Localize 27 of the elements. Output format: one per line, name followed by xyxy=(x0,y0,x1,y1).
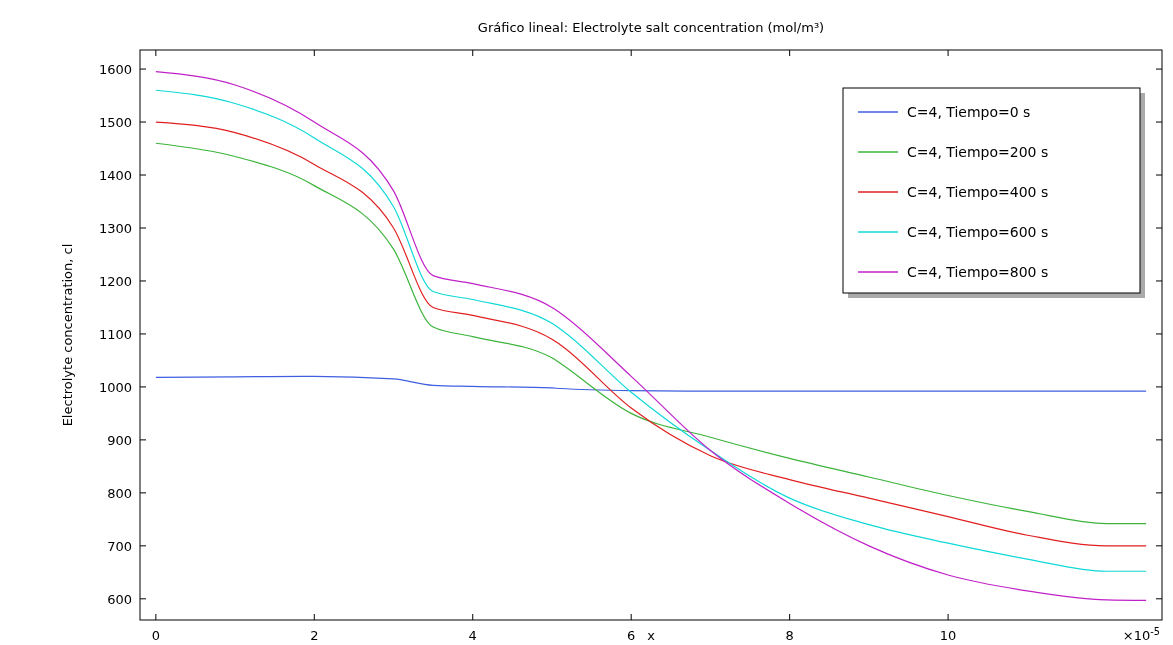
y-tick-label: 1600 xyxy=(98,62,132,78)
x-tick-label: 8 xyxy=(785,628,794,643)
line-series xyxy=(155,375,1147,392)
y-tick-label: 1500 xyxy=(98,115,132,131)
legend-label: C=4, Tiempo=800 s xyxy=(907,264,1049,280)
y-tick-label: 1400 xyxy=(98,168,132,184)
y-tick-label: 1100 xyxy=(98,326,132,342)
legend-label: C=4, Tiempo=600 s xyxy=(907,224,1049,240)
y-tick-label: 900 xyxy=(107,432,132,448)
x-tick-label: 4 xyxy=(468,628,477,643)
x-tick-label: 0 xyxy=(151,628,160,643)
y-tick-label: 1000 xyxy=(98,379,132,395)
chart-title: Gráfico lineal: Electrolyte salt concentration (mol/m³) xyxy=(477,20,825,35)
x-tick-label: 2 xyxy=(310,628,319,643)
x-axis-title: x xyxy=(647,628,656,643)
y-tick-label: 600 xyxy=(107,591,132,607)
x-tick-label: 6 xyxy=(627,628,636,643)
text: ×10$^{-5}$ xyxy=(1122,625,1160,643)
legend-label: C=4, Tiempo=0 s xyxy=(907,104,1031,120)
y-tick-label: 1200 xyxy=(98,273,132,289)
x-tick-label: 10 xyxy=(939,628,957,643)
y-axis-title: Electrolyte concentration, cl xyxy=(60,243,75,427)
y-tick-label: 800 xyxy=(107,485,132,501)
legend-label: C=4, Tiempo=200 s xyxy=(907,144,1049,160)
legend-label: C=4, Tiempo=400 s xyxy=(907,184,1049,200)
y-tick-label: 1300 xyxy=(98,220,132,236)
y-tick-label: 700 xyxy=(107,538,132,554)
